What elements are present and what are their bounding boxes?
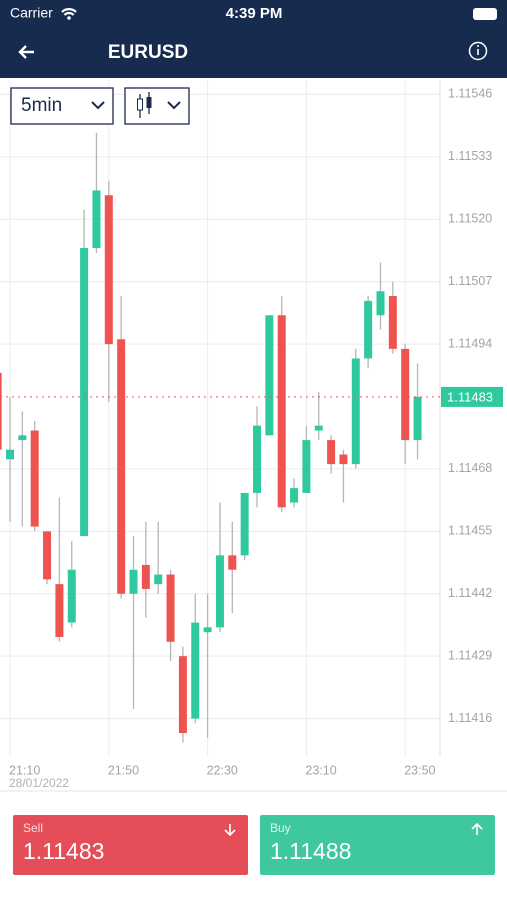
- top-bar: [0, 0, 507, 78]
- chevron: [167, 101, 181, 110]
- back-button[interactable]: [18, 45, 34, 59]
- candle-body: [203, 627, 212, 633]
- candle-body: [290, 488, 299, 503]
- candle-body: [117, 339, 126, 594]
- buy-label: Buy: [270, 821, 291, 835]
- buy-button[interactable]: [260, 815, 495, 875]
- sell-button[interactable]: [13, 815, 248, 875]
- candle-body: [364, 300, 373, 359]
- candle-body: [413, 396, 422, 441]
- page-title: EURUSD: [108, 42, 188, 63]
- candle-body: [0, 372, 2, 450]
- x-tick-label: 23:50: [404, 763, 435, 777]
- candle-body: [339, 454, 348, 465]
- candle-icon: [146, 97, 152, 108]
- candle-body: [30, 430, 39, 527]
- x-tick-label: 21:50: [108, 763, 139, 777]
- interval-label: 5min: [21, 95, 62, 116]
- candle-icon: [137, 98, 143, 111]
- x-tick-label: 21:10: [9, 763, 40, 777]
- candle-body: [67, 569, 76, 623]
- y-tick-label: 1.11533: [448, 149, 492, 163]
- candle-body: [265, 315, 274, 436]
- candle-body: [401, 348, 410, 441]
- candle-body: [6, 449, 14, 460]
- candle-body: [18, 435, 27, 441]
- y-tick-label: 1.11520: [448, 212, 492, 226]
- candle-body: [166, 574, 175, 642]
- candle-body: [154, 574, 163, 585]
- last-price-tag: [441, 386, 503, 407]
- candle-body: [228, 555, 237, 570]
- candle-body: [191, 622, 200, 719]
- sell-price: 1.11483: [23, 838, 104, 864]
- y-tick-label: 1.11546: [448, 87, 492, 101]
- candle-body: [43, 531, 52, 580]
- candle-body: [388, 296, 397, 349]
- candle-body: [92, 190, 101, 249]
- up-arrow: [471, 822, 483, 835]
- candle-body: [80, 248, 89, 537]
- battery: [473, 8, 497, 20]
- down-arrow: [224, 824, 236, 837]
- candle-body: [327, 440, 336, 465]
- candle-body: [215, 555, 224, 628]
- clock: 4:39 PM: [226, 5, 283, 22]
- y-tick-label: 1.11468: [448, 461, 492, 475]
- wifi-icon: [61, 8, 77, 16]
- y-tick-label: 1.11494: [448, 336, 492, 350]
- chart-type-dropdown[interactable]: [124, 87, 190, 125]
- chart: 1.11546 1.11533 1.11520 1.11507 1.11494 1.114…: [0, 80, 503, 790]
- last-price-label: 1.11483: [447, 389, 493, 404]
- info-button[interactable]: [468, 41, 488, 61]
- x-date-label: 28/01/2022: [9, 776, 69, 790]
- candle-body: [253, 425, 261, 493]
- candle-body: [302, 440, 311, 493]
- wifi-dot: [67, 16, 71, 20]
- x-tick-label: 23:10: [305, 763, 336, 777]
- candle-body: [104, 195, 113, 345]
- info-glyph: [477, 45, 479, 47]
- candle-body: [240, 492, 249, 556]
- candle-body: [129, 569, 138, 594]
- candle-body: [55, 584, 64, 637]
- y-tick-label: 1.11507: [448, 274, 492, 288]
- chevron: [91, 101, 105, 110]
- candle-body: [314, 425, 323, 431]
- candle-body: [376, 291, 385, 316]
- y-tick-label: 1.11442: [448, 586, 492, 600]
- carrier: Carrier: [10, 5, 53, 21]
- y-tick-label: 1.11429: [448, 648, 492, 662]
- candle-body: [178, 656, 187, 733]
- buy-price: 1.11488: [270, 838, 351, 864]
- candle-body: [141, 564, 150, 589]
- sell-label: Sell: [23, 821, 43, 835]
- y-tick-label: 1.11416: [448, 711, 492, 725]
- candle-body: [351, 358, 360, 465]
- candle-body: [277, 315, 286, 508]
- y-tick-label: 1.11455: [448, 524, 492, 538]
- x-tick-label: 22:30: [207, 763, 238, 777]
